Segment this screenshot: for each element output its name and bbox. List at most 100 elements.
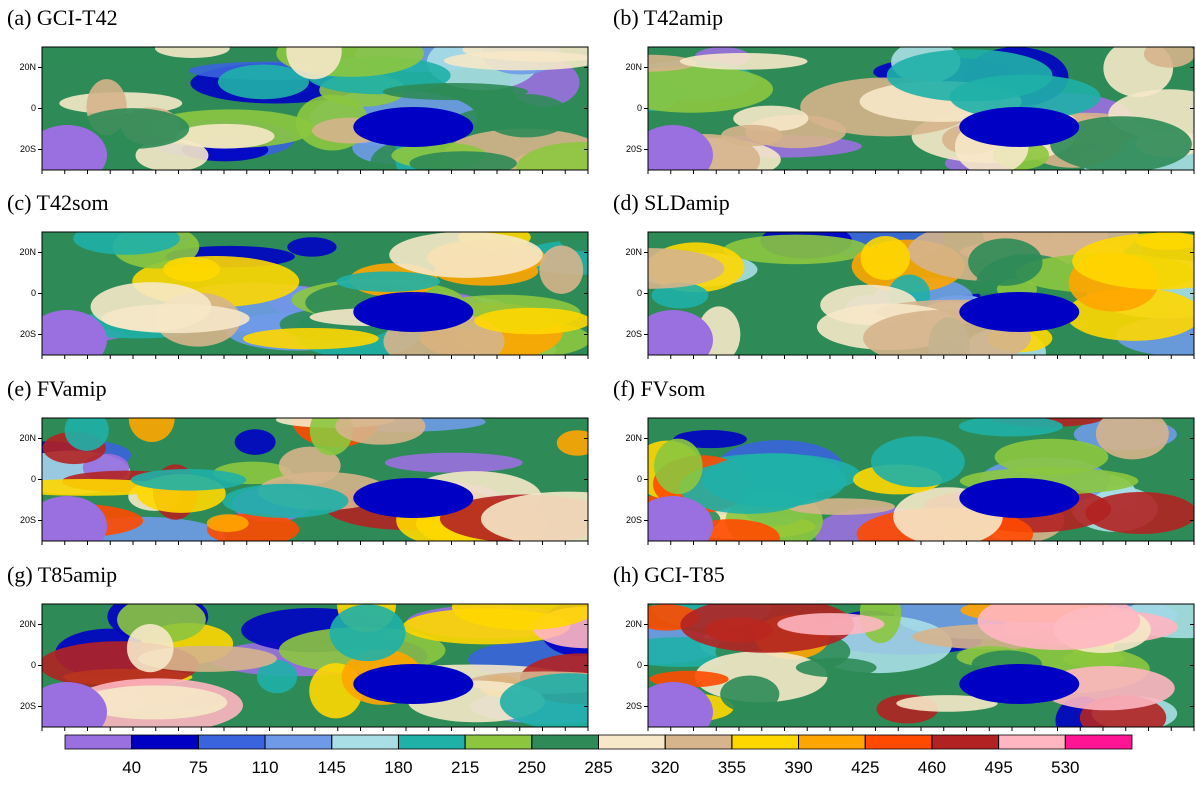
panel-title: (f) FVsom: [613, 376, 705, 401]
contour-blob: [679, 53, 808, 70]
contour-blob: [222, 483, 349, 518]
colorbar-label: 460: [918, 758, 946, 777]
colorbar-box: [998, 734, 1066, 750]
map-field: [648, 418, 1194, 541]
contour-blob: [353, 291, 474, 332]
y-tick-label: 0: [637, 288, 642, 298]
contour-blob: [217, 64, 309, 100]
contour-blob: [648, 65, 774, 113]
contour-blob: [336, 271, 441, 292]
contour-blob: [648, 125, 713, 170]
colorbar-box: [798, 734, 866, 750]
contour-blob: [958, 418, 1063, 437]
y-tick-label: 20S: [20, 701, 36, 711]
contour-blob: [76, 108, 190, 149]
colorbar-box: [731, 734, 799, 750]
y-tick-label: 20S: [626, 144, 642, 154]
contour-blob: [353, 663, 474, 704]
contour-blob: [499, 673, 588, 727]
contour-blob: [384, 452, 523, 473]
y-tick-label: 20S: [626, 515, 642, 525]
contour-blob: [959, 477, 1080, 518]
contour-blob: [242, 327, 379, 350]
y-tick-label: 20N: [19, 247, 36, 257]
contour-blob: [1072, 233, 1194, 290]
colorbar-label: 285: [584, 758, 612, 777]
colorbar-box: [1064, 734, 1133, 750]
contour-blob: [389, 232, 543, 278]
contour-blob: [949, 74, 1101, 120]
contour-blob: [256, 659, 298, 694]
colorbar-box: [664, 734, 733, 750]
contour-blob: [382, 83, 528, 101]
contour-blob: [648, 248, 725, 289]
colorbar-label: 215: [451, 758, 479, 777]
contour-blob: [353, 477, 474, 518]
contour-blob: [335, 418, 426, 445]
contour-blob: [896, 695, 998, 712]
y-tick-label: 0: [31, 660, 36, 670]
contour-blob: [870, 436, 965, 488]
contour-blob: [1143, 47, 1194, 68]
contour-blob: [42, 310, 107, 355]
contour-blob: [859, 604, 902, 643]
y-tick-label: 20S: [20, 515, 36, 525]
contour-blob: [959, 106, 1080, 147]
contour-blob: [451, 604, 588, 630]
panel-title: (e) FVamip: [7, 376, 107, 401]
panel-title: (d) SLDamip: [613, 190, 730, 215]
contour-blob: [795, 657, 877, 678]
contour-blob: [90, 282, 212, 332]
contour-blob: [651, 282, 709, 309]
contour-blob: [702, 453, 847, 508]
colorbar-box: [331, 734, 399, 750]
panel-title: (h) GCI-T85: [613, 562, 725, 587]
y-tick-label: 20N: [625, 619, 642, 629]
contour-blob: [959, 663, 1080, 704]
contour-blob: [515, 142, 588, 170]
y-tick-label: 20N: [625, 247, 642, 257]
colorbar-box: [197, 734, 266, 750]
colorbar-label: 390: [784, 758, 812, 777]
contour-blob: [654, 438, 703, 495]
y-tick-label: 0: [31, 474, 36, 484]
y-tick-label: 0: [637, 474, 642, 484]
colorbar-label: 40: [122, 758, 141, 777]
colorbar-label: 110: [252, 758, 279, 777]
y-tick-label: 20N: [19, 619, 36, 629]
colorbar-label: 180: [384, 758, 412, 777]
contour-blob: [1050, 116, 1192, 170]
y-tick-label: 20N: [625, 62, 642, 72]
y-tick-label: 20S: [20, 144, 36, 154]
contour-blob: [721, 124, 783, 147]
contour-blob: [462, 47, 588, 62]
y-tick-label: 0: [637, 660, 642, 670]
contour-blob: [648, 310, 713, 355]
colorbar-box: [531, 734, 599, 750]
y-tick-label: 0: [637, 103, 642, 113]
y-tick-label: 20S: [626, 701, 642, 711]
contour-blob: [234, 429, 276, 455]
map-field: [42, 232, 588, 355]
map-field: [648, 47, 1194, 170]
colorbar-label: 75: [189, 758, 208, 777]
colorbar-label: 145: [318, 758, 346, 777]
colorbar-box: [264, 734, 333, 750]
colorbar-box: [64, 734, 133, 750]
contour-blob: [128, 418, 175, 442]
contour-blob: [126, 623, 174, 673]
contour-blob: [155, 47, 230, 58]
contour-blob: [42, 496, 107, 541]
colorbar-box: [598, 734, 666, 750]
colorbar-label: 250: [518, 758, 546, 777]
contour-blob: [42, 125, 107, 170]
contour-blob: [409, 151, 517, 170]
contour-blob: [73, 232, 180, 255]
colorbar-label: 530: [1051, 758, 1079, 777]
y-tick-label: 20S: [626, 329, 642, 339]
y-tick-label: 20N: [625, 433, 642, 443]
contour-blob: [648, 682, 713, 727]
map-field: [648, 604, 1194, 727]
panel-title: (c) T42som: [7, 190, 109, 215]
